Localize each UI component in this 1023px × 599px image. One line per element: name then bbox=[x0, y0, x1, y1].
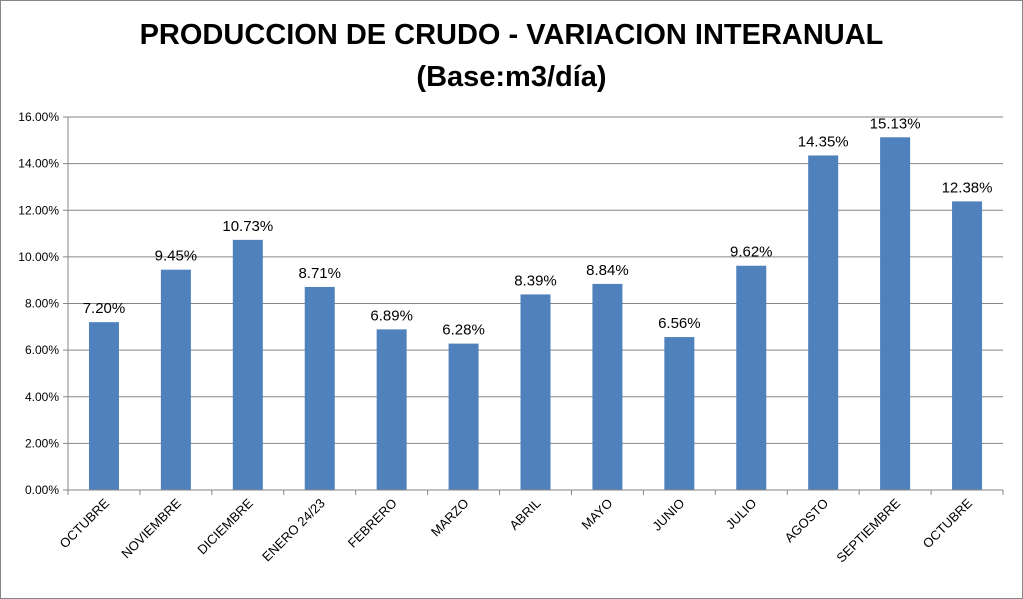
bar bbox=[952, 201, 983, 491]
x-tick-label: ABRIL bbox=[506, 496, 543, 533]
bar bbox=[376, 329, 407, 490]
y-tick-label: 2.00% bbox=[25, 436, 59, 450]
x-tick-label: NOVIEMBRE bbox=[118, 495, 184, 561]
y-tick-label: 16.00% bbox=[18, 110, 59, 124]
y-tick-label: 12.00% bbox=[18, 203, 59, 217]
bar bbox=[448, 343, 479, 490]
chart-subtitle: (Base:m3/día) bbox=[416, 61, 607, 93]
data-label: 10.73% bbox=[222, 218, 273, 235]
data-label: 15.13% bbox=[870, 115, 921, 132]
bar bbox=[592, 283, 623, 490]
bar bbox=[160, 269, 191, 490]
data-label: 9.62% bbox=[730, 244, 773, 261]
bar bbox=[304, 286, 335, 490]
data-label: 6.89% bbox=[370, 307, 413, 324]
data-label: 6.56% bbox=[658, 315, 701, 332]
data-label: 9.45% bbox=[155, 248, 198, 265]
data-label: 8.84% bbox=[586, 262, 629, 279]
bar bbox=[736, 265, 767, 490]
bar bbox=[880, 137, 911, 491]
x-tick-label: JUNIO bbox=[649, 496, 687, 534]
bar bbox=[808, 155, 839, 490]
data-label: 7.20% bbox=[83, 300, 126, 317]
data-label: 14.35% bbox=[798, 133, 849, 150]
y-tick-label: 4.00% bbox=[25, 390, 59, 404]
y-tick-label: 14.00% bbox=[18, 157, 59, 171]
y-tick-label: 0.00% bbox=[25, 483, 59, 497]
x-tick-label: OCTUBRE bbox=[57, 495, 113, 551]
bar bbox=[664, 337, 695, 490]
chart-title: PRODUCCION DE CRUDO - VARIACION INTERANU… bbox=[0, 14, 1023, 98]
bar bbox=[88, 322, 119, 490]
x-tick-label: OCTUBRE bbox=[920, 495, 976, 551]
data-label: 8.71% bbox=[298, 265, 341, 282]
chart-title-line: PRODUCCION DE CRUDO - VARIACION INTERANU… bbox=[139, 19, 884, 51]
x-tick-label: JULIO bbox=[723, 496, 760, 533]
data-label: 12.38% bbox=[942, 179, 993, 196]
x-tick-label: DICIEMBRE bbox=[194, 495, 256, 557]
x-tick-label: MARZO bbox=[428, 496, 472, 540]
x-tick-label: AGOSTO bbox=[782, 496, 832, 546]
x-tick-label: ENERO 24/23 bbox=[259, 496, 328, 565]
data-label: 8.39% bbox=[514, 272, 557, 289]
x-tick-label: MAYO bbox=[579, 496, 616, 533]
bar bbox=[520, 294, 551, 490]
y-tick-label: 10.00% bbox=[18, 250, 59, 264]
bar bbox=[232, 239, 263, 490]
y-tick-label: 8.00% bbox=[25, 297, 59, 311]
data-label: 6.28% bbox=[442, 322, 485, 339]
y-tick-label: 6.00% bbox=[25, 343, 59, 357]
x-tick-label: SEPTIEMBRE bbox=[833, 495, 903, 565]
x-tick-label: FEBRERO bbox=[345, 496, 400, 551]
